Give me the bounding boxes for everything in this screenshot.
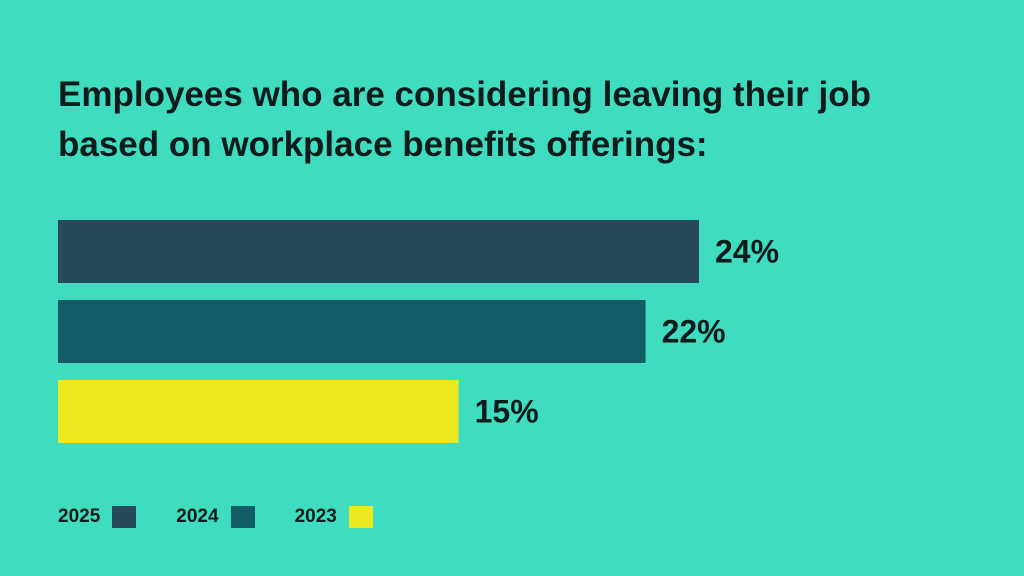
bar-value-label-2025: 24% xyxy=(715,234,779,270)
chart-title-line-1: Employees who are considering leaving th… xyxy=(58,75,871,114)
legend-item-2025: 2025 xyxy=(58,506,137,528)
bar-2024 xyxy=(58,300,646,363)
legend-swatch-2024 xyxy=(230,506,255,528)
legend-label-2024: 2024 xyxy=(176,506,219,527)
legend-item-2023: 2023 xyxy=(295,506,373,528)
chart-legend: 2025 2024 2023 xyxy=(58,504,413,530)
bar-value-label-2023: 15% xyxy=(475,394,539,430)
chart-title-line-2: based on workplace benefits offerings: xyxy=(58,125,708,164)
chart-title: Employees who are considering leaving th… xyxy=(58,70,958,170)
bar-2025 xyxy=(58,220,699,283)
legend-swatch-2025 xyxy=(112,506,137,528)
legend-item-2024: 2024 xyxy=(176,506,255,528)
bar-2023 xyxy=(58,380,459,443)
legend-label-2023: 2023 xyxy=(294,506,337,527)
legend-swatch-2023 xyxy=(348,506,373,528)
legend-label-2025: 2025 xyxy=(58,506,101,527)
bar-value-label-2024: 22% xyxy=(662,314,726,350)
